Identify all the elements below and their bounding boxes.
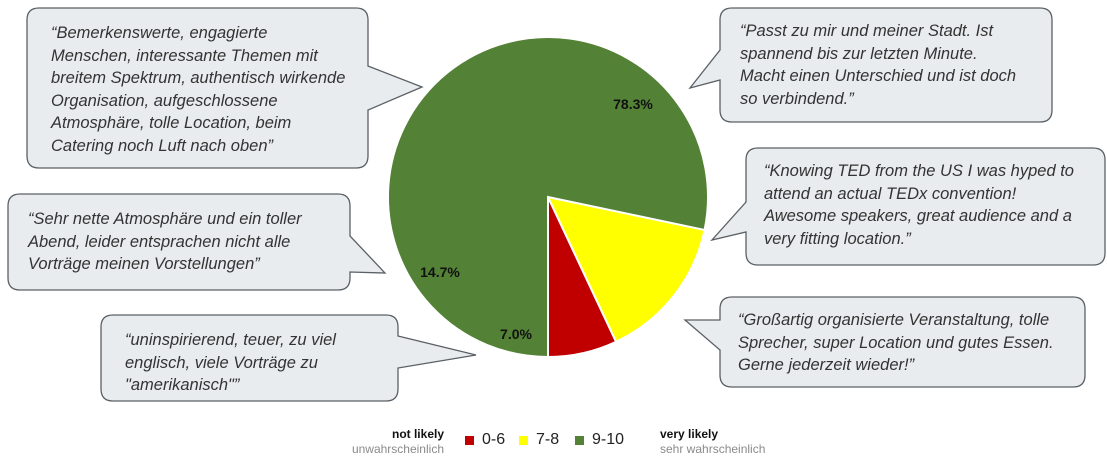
legend-swatch-7-8 [519,435,528,445]
quote-line: englisch, viele Vorträge zu [125,353,318,372]
legend-right-label: very likely [660,427,719,441]
pie-slices [386,36,709,359]
legend-item-7-8: 7-8 [519,431,559,449]
quote-text-q5: “Knowing TED from the US I was hyped to a… [764,160,1074,250]
quote-line: “uninspirierend, teuer, zu viel [125,331,336,349]
quote-text-q4: “Passt zu mir und meiner Stadt. Ist spann… [740,20,1016,110]
quote-text-q6: “Großartig organisierte Veranstaltung, t… [738,309,1054,377]
quote-line: “Passt zu mir und meiner Stadt. Ist [740,22,994,40]
quote-text-q1: “Bemerkenswerte, engagierte Menschen, int… [51,22,345,157]
legend-right-sublabel: sehr wahrscheinlich [660,442,766,456]
quote-bubble-q4 [688,7,1053,123]
quote-line: “Sehr nette Atmosphäre und ein toller [28,210,302,228]
legend-swatch-0-6 [465,435,474,445]
legend-item-9-10: 9-10 [575,431,624,449]
quote-bubbles [7,7,1106,402]
quote-line: Gerne jederzeit wieder!” [738,356,915,374]
quote-line: Abend, leider entsprachen nicht alle [28,232,291,251]
legend-item-0-6: 0-6 [465,431,505,449]
quote-line: “Bemerkenswerte, engagierte [51,24,268,42]
quote-line: spannend bis zur letzten Minute. [740,44,978,63]
legend-swatch-9-10 [575,435,584,445]
legend-label-7-8: 7-8 [536,431,560,448]
quote-line: Menschen, interessante Themen mit [51,46,318,65]
quote-bubble-q5 [710,147,1106,266]
legend-left-sublabel: unwahrscheinlich [351,442,444,456]
slice-value-label-9-10: 78.3% [613,96,653,112]
quote-line: “Großartig organisierte Veranstaltung, t… [738,311,1050,329]
quote-line: Macht einen Unterschied und ist doch [740,67,1017,85]
quote-line: Organisation, aufgeschlossene [51,91,278,110]
quote-line: so verbindend.” [740,89,854,108]
quote-line: breitem Spektrum, authentisch wirkende [51,69,346,87]
legend-left-label: not likely [391,427,444,441]
quote-bubble-q6 [683,296,1086,388]
slice-value-label-7-8: 14.7% [420,264,460,280]
pie-slice-7-8 [546,195,706,344]
slice-value-label-0-6: 7.0% [500,326,532,342]
legend-left: not likely unwahrscheinlich [352,427,444,457]
quote-line: Sprecher, super Location und gutes Essen… [738,333,1054,352]
quote-line: Atmosphäre, tolle Location, beim [51,114,292,132]
quote-line: very fitting location.” [764,229,911,248]
quote-line: Awesome speakers, great audience and a [764,207,1072,225]
quote-text-q2: “Sehr nette Atmosphäre und ein toller Abe… [28,208,302,276]
quote-text-q3: “uninspirierend, teuer, zu viel englisch,… [125,329,336,397]
quote-line: Vorträge meinen Vorstellungen” [28,255,260,273]
quote-line: Catering noch Luft nach oben” [51,136,273,155]
quote-bubble-q3 [100,314,477,402]
quote-line: "amerikanisch"” [125,376,240,394]
legend-label-9-10: 9-10 [592,431,625,448]
quote-line: attend an actual TEDx convention! [764,184,1017,203]
pie-slice-9-10 [386,36,709,359]
quote-line: “Knowing TED from the US I was hyped to [764,162,1074,180]
legend-right: very likely sehr wahrscheinlich [660,427,765,457]
legend-label-0-6: 0-6 [482,431,506,448]
quote-bubble-q2 [7,193,387,291]
quote-bubble-q1 [26,7,424,169]
